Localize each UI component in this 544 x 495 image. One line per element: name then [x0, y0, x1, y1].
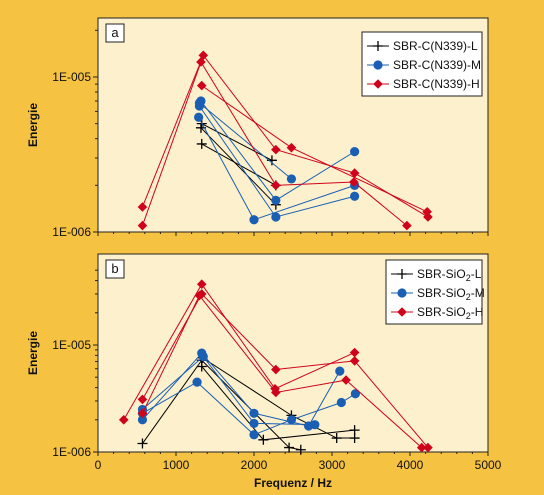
data-point-plus — [295, 444, 306, 455]
data-point-plus — [137, 438, 148, 449]
data-point-plus — [331, 433, 342, 444]
data-point-diamond — [118, 414, 129, 425]
data-point-plus — [196, 361, 207, 372]
data-point-circle — [192, 377, 202, 387]
legend-label: SBR-C(N339)-L — [393, 39, 478, 53]
series-2 — [118, 279, 433, 453]
data-point-circle — [249, 418, 259, 429]
data-point-circle — [350, 389, 360, 399]
series-1 — [194, 96, 360, 225]
x-tick-label: 2000 — [241, 458, 268, 472]
data-point-plus — [258, 434, 269, 445]
panel-label-box — [105, 259, 125, 279]
y-axis-title: Energie — [26, 331, 40, 375]
panel-b: 0 1000 2000 3000 4000 5000 1E-006 1E-005 Energie… — [26, 253, 502, 490]
data-point-diamond — [196, 80, 207, 91]
data-point-diamond — [402, 220, 412, 231]
data-point-diamond — [349, 356, 360, 366]
legend: SBR-C(N339)-L SBR-C(N339)-M SBR-C(N339)-H — [361, 31, 483, 97]
data-point-diamond — [397, 307, 407, 317]
data-point-plus — [397, 269, 407, 279]
legend-label: SBR-C(N339)-M — [393, 58, 481, 72]
data-point-circle — [286, 174, 297, 184]
x-tick-label: 1000 — [163, 458, 190, 472]
x-tick-label: 5000 — [475, 458, 502, 472]
data-point-plus — [349, 433, 360, 444]
y-tick-label: 1E-005 — [52, 338, 91, 352]
y-tick-label: 1E-006 — [52, 225, 91, 239]
data-point-diamond — [271, 364, 281, 375]
data-point-plus — [284, 442, 295, 453]
data-point-circle — [310, 420, 320, 430]
series-line — [123, 283, 355, 421]
data-point-circle — [286, 415, 297, 425]
panel-label: b — [111, 261, 118, 276]
data-point-diamond — [271, 144, 281, 155]
data-point-circle — [335, 366, 345, 376]
data-point-diamond — [198, 50, 209, 61]
legend-label: SBR-C(N339)-H — [393, 77, 480, 91]
data-point-circle — [194, 98, 204, 108]
data-point-circle — [271, 212, 281, 222]
x-axis-title: Frequenz / Hz — [254, 476, 332, 490]
series-1 — [137, 348, 360, 440]
series-line — [201, 123, 273, 161]
data-point-circle — [350, 147, 360, 157]
data-point-diamond — [286, 142, 297, 153]
x-tick-label: 0 — [95, 458, 102, 472]
data-point-diamond — [137, 394, 148, 405]
data-point-circle — [373, 60, 383, 70]
data-point-circle — [271, 195, 281, 205]
data-point-plus — [373, 41, 383, 51]
series-line — [200, 127, 277, 206]
data-point-circle — [194, 112, 204, 122]
data-point-diamond — [196, 289, 207, 299]
y-tick-label: 1E-006 — [52, 445, 91, 459]
data-point-diamond — [271, 387, 281, 398]
data-point-diamond — [416, 442, 427, 453]
data-point-diamond — [423, 442, 433, 453]
data-point-circle — [249, 215, 259, 225]
data-point-circle — [198, 351, 208, 362]
series-0 — [195, 118, 281, 210]
data-point-diamond — [349, 177, 359, 187]
data-point-diamond — [137, 202, 148, 212]
data-point-diamond — [422, 206, 432, 217]
series-line — [199, 102, 292, 180]
panel-label-box — [105, 23, 125, 43]
data-point-circle — [249, 430, 259, 440]
series-line — [142, 355, 315, 426]
y-tick-label: 1E-005 — [52, 70, 91, 84]
data-point-circle — [137, 415, 148, 425]
data-point-diamond — [137, 220, 148, 231]
data-point-diamond — [137, 408, 148, 419]
panel-a: 1E-0061E-005EnergieaSBR-C(N339)-LSBR-C(N… — [26, 17, 489, 239]
data-point-circle — [397, 288, 407, 298]
data-point-diamond — [349, 168, 360, 178]
data-point-diamond — [341, 375, 351, 385]
data-point-diamond — [196, 279, 207, 290]
y-axis-title: Energie — [26, 103, 40, 147]
x-tick-label: 4000 — [397, 458, 424, 472]
legend: SBR-SiO2-L SBR-SiO2-M SBR-SiO2-H — [385, 259, 485, 325]
panel-label: a — [111, 25, 119, 40]
data-point-circle — [350, 191, 360, 201]
data-point-diamond — [373, 79, 383, 89]
data-point-circle — [336, 397, 346, 408]
series-2 — [137, 50, 433, 231]
series-line — [201, 143, 277, 186]
legend-label: SBR-SiO2-H — [417, 305, 483, 321]
data-point-diamond — [271, 180, 281, 191]
data-point-diamond — [349, 347, 360, 358]
legend-label: SBR-SiO2-M — [417, 286, 485, 302]
data-point-plus — [196, 138, 207, 149]
data-point-circle — [249, 408, 259, 418]
x-tick-label: 3000 — [319, 458, 346, 472]
legend-label: SBR-SiO2-L — [417, 267, 482, 283]
